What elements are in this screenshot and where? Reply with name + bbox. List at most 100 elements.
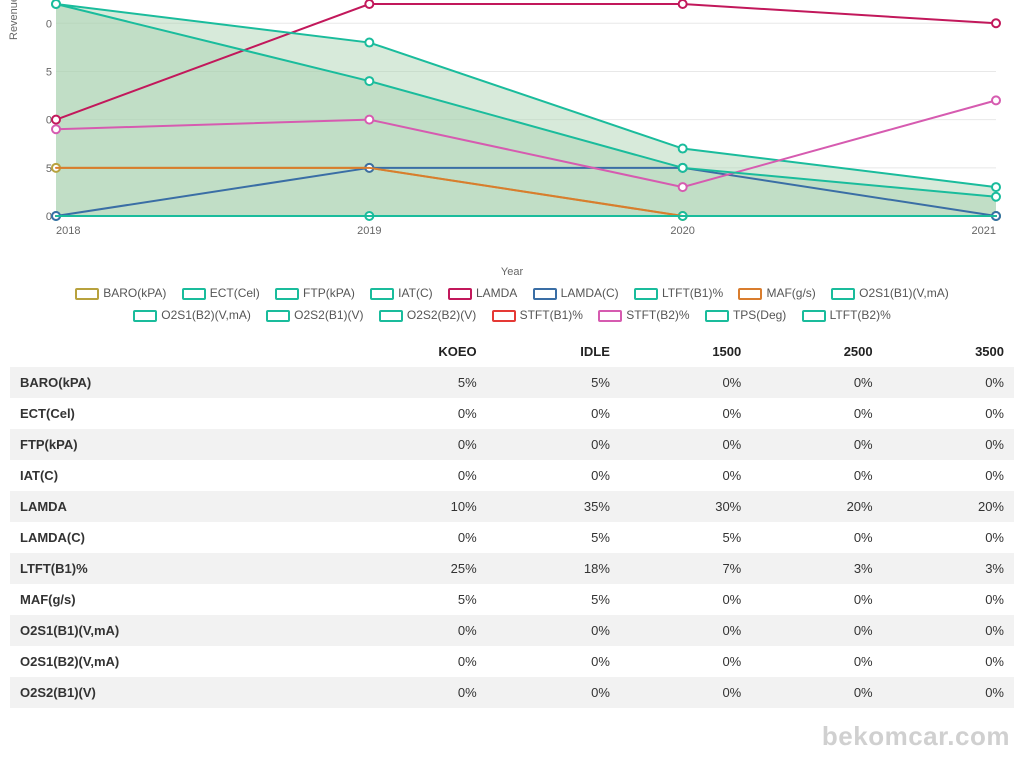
legend-swatch: [831, 288, 855, 300]
table-cell: LTFT(B1)%: [10, 553, 330, 584]
table-cell: 5%: [330, 367, 487, 398]
table-cell: 0%: [751, 367, 882, 398]
table-cell: 0%: [620, 677, 751, 708]
table-cell: 10%: [330, 491, 487, 522]
legend-swatch: [634, 288, 658, 300]
legend-label: FTP(kPA): [303, 286, 355, 300]
table-cell: 0%: [751, 584, 882, 615]
legend-item[interactable]: STFT(B1)%: [492, 304, 583, 326]
table-cell: 0%: [330, 460, 487, 491]
table-cell: ECT(Cel): [10, 398, 330, 429]
table-cell: 35%: [487, 491, 620, 522]
legend-swatch: [738, 288, 762, 300]
svg-text:2021: 2021: [972, 225, 996, 237]
table-cell: 0%: [330, 522, 487, 553]
table-cell: 0%: [883, 460, 1014, 491]
table-header-cell: 3500: [883, 336, 1014, 367]
legend-swatch: [448, 288, 472, 300]
table-row: ECT(Cel)0%0%0%0%0%: [10, 398, 1014, 429]
table-cell: 0%: [751, 460, 882, 491]
legend-label: BARO(kPA): [103, 286, 166, 300]
table-cell: 0%: [883, 429, 1014, 460]
legend-item[interactable]: O2S1(B2)(V,mA): [133, 304, 251, 326]
legend-item[interactable]: O2S1(B1)(V,mA): [831, 282, 949, 304]
table-row: IAT(C)0%0%0%0%0%: [10, 460, 1014, 491]
table-cell: 0%: [487, 677, 620, 708]
table-row: O2S1(B2)(V,mA)0%0%0%0%0%: [10, 646, 1014, 677]
table-cell: 3%: [751, 553, 882, 584]
table-cell: 30%: [620, 491, 751, 522]
legend-swatch: [492, 310, 516, 322]
table-cell: 25%: [330, 553, 487, 584]
legend-label: TPS(Deg): [733, 308, 786, 322]
table-cell: 5%: [487, 367, 620, 398]
watermark-text: bekomcar.com: [822, 721, 1010, 752]
table-header-cell: 1500: [620, 336, 751, 367]
legend-label: ECT(Cel): [210, 286, 260, 300]
legend-label: O2S2(B2)(V): [407, 308, 476, 322]
legend-swatch: [275, 288, 299, 300]
legend-item[interactable]: LAMDA: [448, 282, 517, 304]
svg-text:2018: 2018: [56, 225, 80, 237]
legend-swatch: [133, 310, 157, 322]
table-cell: 0%: [751, 429, 882, 460]
table-cell: 0%: [620, 646, 751, 677]
legend-swatch: [266, 310, 290, 322]
legend-item[interactable]: LTFT(B2)%: [802, 304, 891, 326]
legend-swatch: [533, 288, 557, 300]
legend-label: LTFT(B1)%: [662, 286, 723, 300]
legend-label: STFT(B1)%: [520, 308, 583, 322]
legend-label: IAT(C): [398, 286, 432, 300]
legend-item[interactable]: FTP(kPA): [275, 282, 355, 304]
svg-text:0: 0: [46, 211, 52, 223]
table-header-row: KOEOIDLE150025003500: [10, 336, 1014, 367]
table-cell: LAMDA: [10, 491, 330, 522]
table-cell: 0%: [751, 615, 882, 646]
legend-item[interactable]: O2S2(B2)(V): [379, 304, 476, 326]
table-cell: 0%: [883, 398, 1014, 429]
table-cell: 0%: [487, 429, 620, 460]
table-cell: IAT(C): [10, 460, 330, 491]
table-cell: 0%: [883, 367, 1014, 398]
table-cell: 0%: [883, 522, 1014, 553]
legend-swatch: [379, 310, 403, 322]
legend-label: O2S1(B2)(V,mA): [161, 308, 251, 322]
table-cell: BARO(kPA): [10, 367, 330, 398]
table-cell: O2S1(B2)(V,mA): [10, 646, 330, 677]
table-cell: 0%: [330, 677, 487, 708]
legend-swatch: [182, 288, 206, 300]
data-table: KOEOIDLE150025003500 BARO(kPA)5%5%0%0%0%…: [10, 336, 1014, 708]
legend-label: LAMDA(C): [561, 286, 619, 300]
legend-item[interactable]: LTFT(B1)%: [634, 282, 723, 304]
table-cell: O2S2(B1)(V): [10, 677, 330, 708]
table-cell: 0%: [620, 429, 751, 460]
table-cell: MAF(g/s): [10, 584, 330, 615]
svg-text:15: 15: [46, 66, 52, 78]
table-cell: 0%: [330, 429, 487, 460]
legend-item[interactable]: BARO(kPA): [75, 282, 166, 304]
svg-text:2020: 2020: [670, 225, 694, 237]
legend-item[interactable]: MAF(g/s): [738, 282, 815, 304]
table-cell: 0%: [883, 584, 1014, 615]
legend-label: O2S2(B1)(V): [294, 308, 363, 322]
table-row: LTFT(B1)%25%18%7%3%3%: [10, 553, 1014, 584]
table-cell: 0%: [487, 615, 620, 646]
svg-text:10: 10: [46, 115, 52, 127]
table-cell: 7%: [620, 553, 751, 584]
legend-item[interactable]: LAMDA(C): [533, 282, 619, 304]
legend-item[interactable]: O2S2(B1)(V): [266, 304, 363, 326]
chart-canvas: 051015202018201920202021: [46, 0, 1006, 240]
table-cell: 5%: [620, 522, 751, 553]
svg-text:2019: 2019: [357, 225, 381, 237]
legend-item[interactable]: IAT(C): [370, 282, 432, 304]
table-cell: 18%: [487, 553, 620, 584]
table-cell: 0%: [751, 398, 882, 429]
table-cell: 0%: [883, 677, 1014, 708]
table-cell: 0%: [330, 398, 487, 429]
legend-item[interactable]: TPS(Deg): [705, 304, 786, 326]
table-row: LAMDA(C)0%5%5%0%0%: [10, 522, 1014, 553]
table-row: O2S1(B1)(V,mA)0%0%0%0%0%: [10, 615, 1014, 646]
legend-item[interactable]: STFT(B2)%: [598, 304, 689, 326]
legend-item[interactable]: ECT(Cel): [182, 282, 260, 304]
table-cell: 0%: [620, 398, 751, 429]
